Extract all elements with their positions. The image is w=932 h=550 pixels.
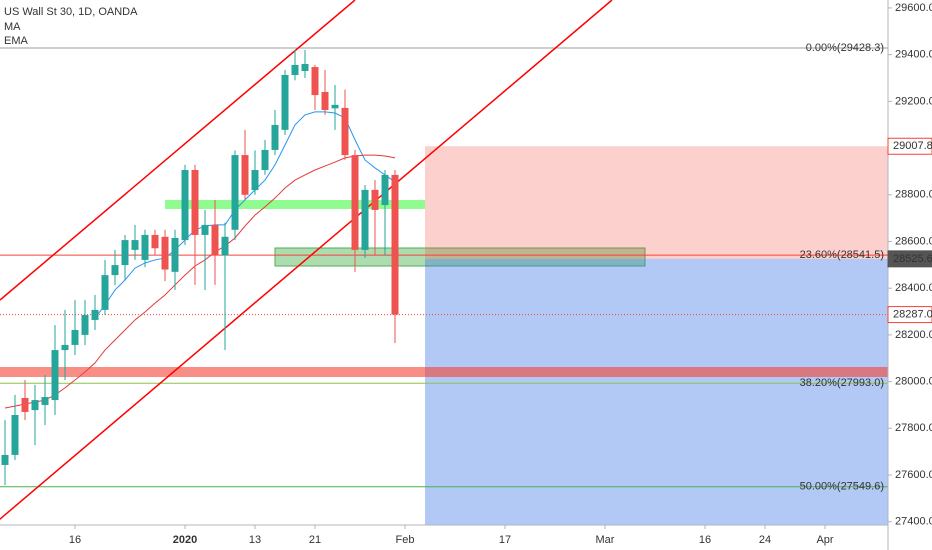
candle-body (61, 344, 69, 351)
price-label: 28287.0 (893, 308, 932, 320)
price-label: 28525.6 (893, 253, 932, 265)
x-tick-label: 13 (249, 534, 261, 546)
candle-body (391, 174, 399, 315)
y-tick-label: 27600.0 (895, 469, 932, 481)
y-tick-label: 29600.0 (895, 2, 932, 14)
price-label-box (887, 306, 932, 324)
candle-body (241, 155, 249, 195)
candle-body (361, 189, 369, 250)
candle-body (101, 275, 109, 310)
candle-body (201, 224, 209, 235)
candle-body (371, 189, 379, 210)
candle-body (51, 350, 59, 401)
drawings-front (0, 0, 888, 521)
y-tick-label: 27800.0 (895, 422, 932, 434)
candle-body (131, 240, 139, 250)
demand-zone (274, 247, 646, 267)
candle-body (141, 234, 149, 260)
legend-entry: EMA (4, 35, 29, 47)
x-tick-label: Feb (396, 534, 415, 546)
y-tick-label: 28200.0 (895, 329, 932, 341)
price-label-box (887, 137, 932, 155)
stop-zone (425, 146, 888, 259)
y-tick-label: 29200.0 (895, 95, 932, 107)
candle-body (291, 64, 299, 75)
candle-body (111, 265, 119, 276)
candle-body (261, 149, 269, 171)
candle-body (21, 397, 29, 412)
candle-body (11, 415, 19, 455)
axes: 27400.0 27600.0 27800.0 28000.0 28200.0 28400… (69, 2, 932, 546)
candle-body (41, 397, 49, 405)
candle-body (1, 454, 9, 465)
y-tick-label: 28400.0 (895, 282, 932, 294)
x-tick-label: 17 (499, 534, 511, 546)
price-label-box (887, 250, 932, 268)
target-zone (425, 258, 888, 525)
candle-body (231, 155, 239, 230)
support-zone (165, 200, 425, 209)
fib-label: 0.00%(29428.3) (806, 42, 884, 54)
candle-body (321, 92, 329, 110)
candle-body (381, 174, 389, 206)
chart-title: US Wall St 30, 1D, OANDA (4, 6, 138, 18)
candle-body (341, 107, 349, 156)
y-tick-label: 27400.0 (895, 516, 932, 528)
fib-label: 50.00%(27549.6) (800, 481, 884, 493)
legend-entry: MA (4, 21, 21, 33)
candle-body (301, 63, 309, 71)
candle-body (221, 236, 229, 256)
candle-body (71, 329, 79, 345)
candle-body (31, 400, 39, 411)
candle-body (121, 240, 129, 266)
candle-body (271, 124, 279, 150)
candle-body (171, 237, 179, 272)
candles (1, 49, 399, 486)
y-tick-label: 29400.0 (895, 49, 932, 61)
candle-body (81, 315, 89, 335)
channel-lower (0, 0, 613, 521)
candle-body (281, 74, 289, 130)
candle-body (191, 170, 199, 235)
candle-body (211, 224, 219, 256)
candle-body (251, 170, 259, 191)
x-tick-label: 2020 (173, 534, 197, 546)
drawings-back (165, 146, 888, 525)
candle-body (351, 155, 359, 250)
candle-body (161, 236, 169, 270)
x-tick-label: Apr (816, 534, 833, 546)
y-tick-label: 28600.0 (895, 235, 932, 247)
candle-body (331, 104, 339, 109)
channel-upper (0, 0, 356, 301)
candle-body (151, 234, 159, 249)
x-tick-label: 16 (699, 534, 711, 546)
x-tick-label: 16 (69, 534, 81, 546)
y-tick-label: 28000.0 (895, 376, 932, 388)
y-tick-label: 28800.0 (895, 189, 932, 201)
fib-label: 38.20%(27993.0) (800, 377, 884, 389)
x-tick-label: 21 (309, 534, 321, 546)
resistance-band (0, 367, 888, 377)
x-tick-label: 24 (759, 534, 771, 546)
candle-body (311, 67, 319, 96)
fib-label: 23.60%(28541.5) (800, 249, 884, 261)
candle-body (181, 170, 189, 241)
price-label: 29007.8 (893, 140, 932, 152)
x-tick-label: Mar (596, 534, 615, 546)
indicator-line (4, 154, 396, 409)
candle-body (91, 309, 99, 320)
